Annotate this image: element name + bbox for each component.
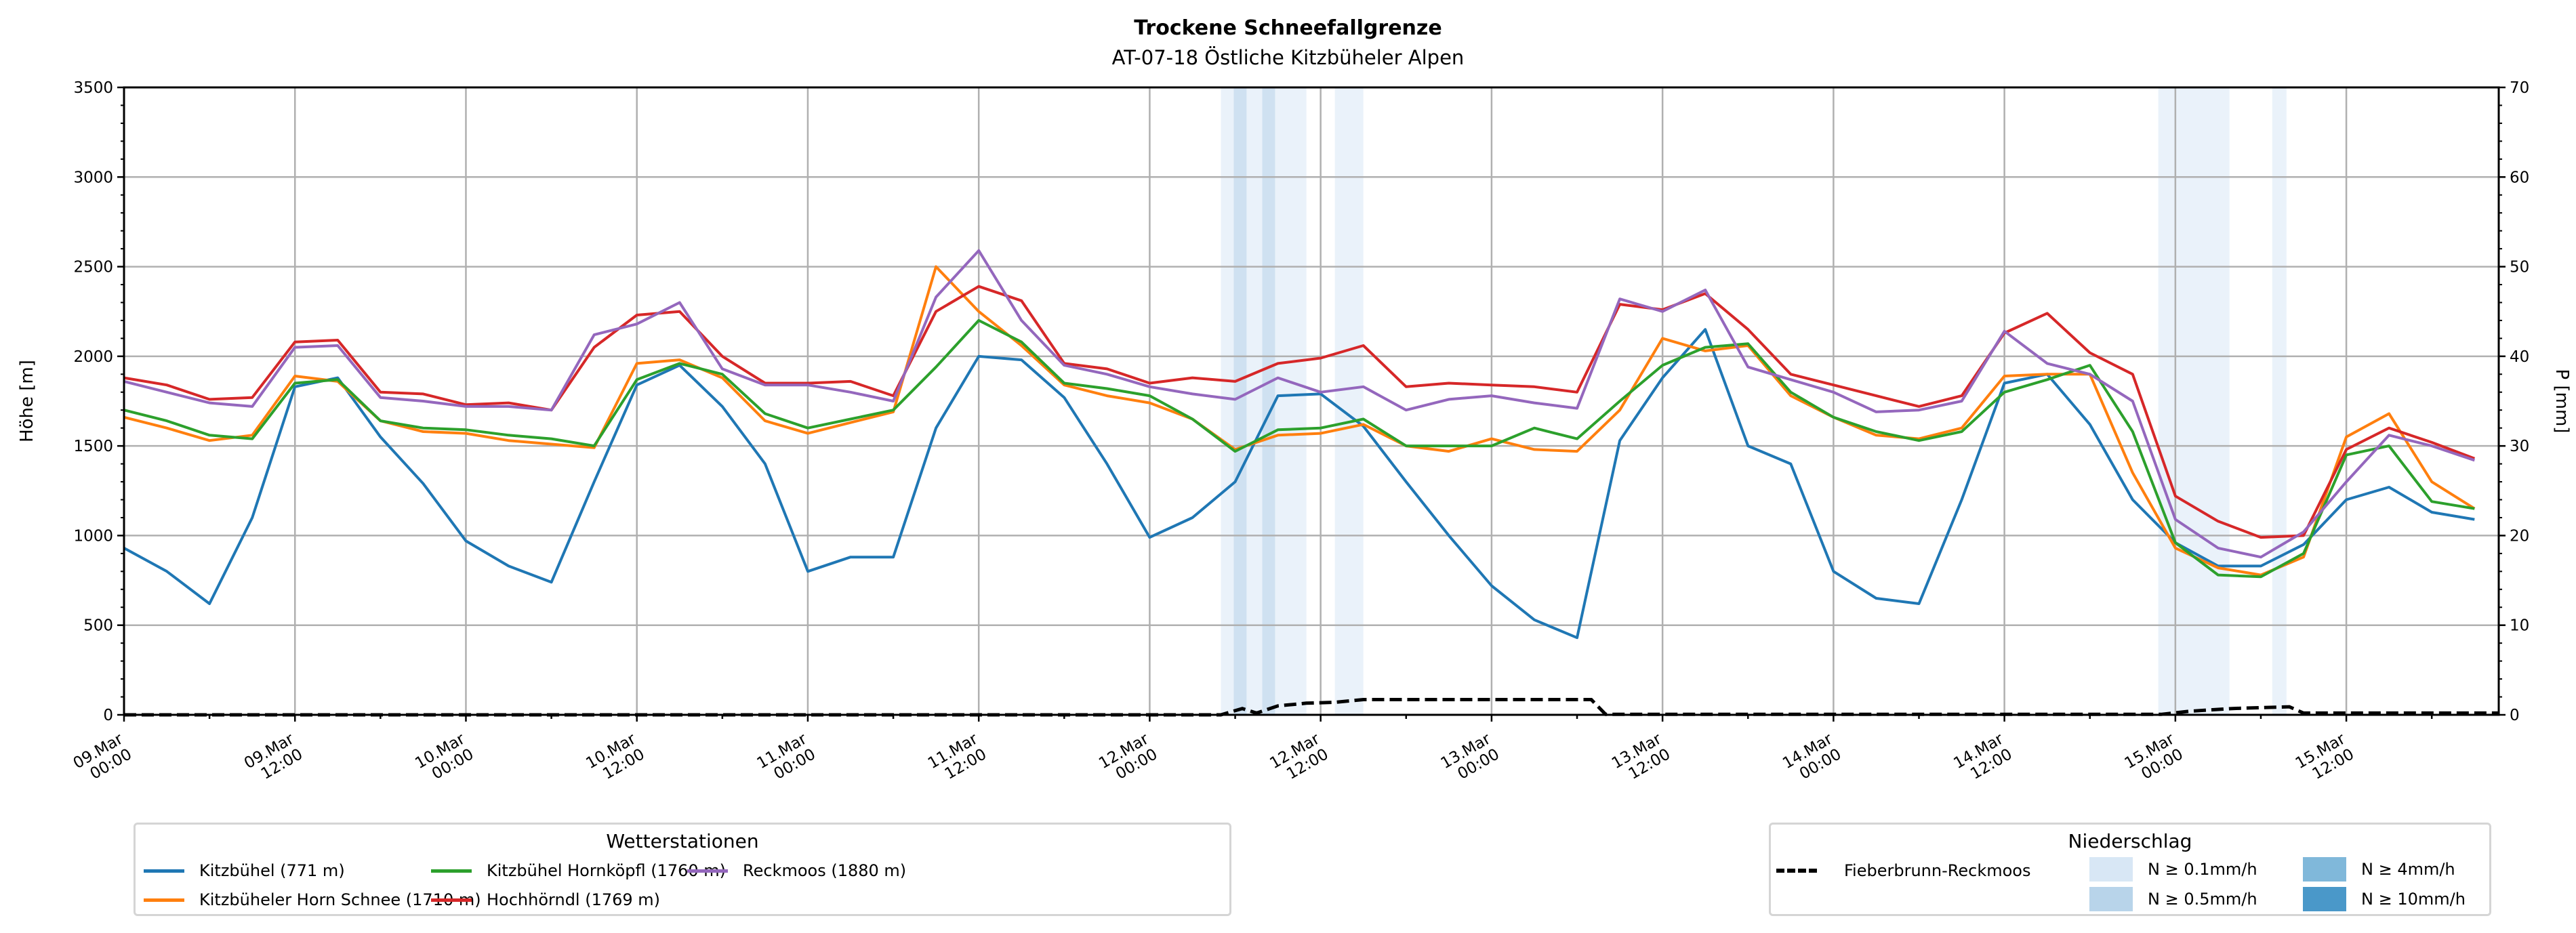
legend-swatch (687, 869, 728, 873)
precip-band (1334, 87, 1364, 715)
legend-label: N ≥ 10mm/h (2361, 890, 2466, 909)
x-tick-label: 11.Mar00:00 (754, 730, 819, 787)
legend-swatch (431, 869, 472, 873)
plot-frame (123, 86, 2500, 716)
y2-tick-label: 30 (2510, 438, 2529, 455)
legend-item-kitzbuehel: Kitzbühel (771 m) (144, 861, 345, 880)
precip-band (1233, 87, 1247, 715)
legend-swatch (144, 869, 184, 873)
legend-item-hornkoepfl: Kitzbühel Hornköpfl (1760 m) (431, 861, 726, 880)
legend-item-hochhoerndl: Hochhörndl (1769 m) (431, 890, 660, 909)
legend-label: Reckmoos (1880 m) (743, 861, 907, 880)
legend-dash-swatch (1776, 869, 1817, 873)
y2-tick-label: 50 (2510, 259, 2529, 276)
precip-legend: Niederschlag Fieberbrunn-Reckmoos N ≥ 0.… (1769, 823, 2491, 916)
legend-item-class-0: N ≥ 0.1mm/h (2089, 857, 2257, 882)
y-axis-label: Höhe [m] (17, 360, 37, 442)
y2-tick-label: 70 (2510, 79, 2529, 97)
y2-tick-label: 20 (2510, 527, 2529, 545)
legend-label: Kitzbühel Hornköpfl (1760 m) (487, 861, 727, 880)
series-line (123, 249, 2475, 559)
series-line (123, 285, 2476, 539)
x-tick-label: 09.Mar00:00 (70, 730, 136, 787)
legend-swatch (2303, 857, 2346, 882)
precip-band (1262, 87, 1275, 715)
precip-band (2272, 87, 2287, 715)
x-tick-label: 14.Mar00:00 (1780, 730, 1845, 787)
x-tick-label: 12.Mar12:00 (1267, 730, 1332, 787)
series-line (123, 318, 2475, 579)
legend-item-horn-schnee: Kitzbüheler Horn Schnee (1710 m) (144, 890, 481, 909)
legend-label: Hochhörndl (1769 m) (487, 890, 661, 909)
y-tick-label: 1500 (73, 438, 113, 455)
x-tick-label: 09.Mar12:00 (241, 730, 306, 787)
legend-label: N ≥ 0.5mm/h (2148, 890, 2257, 909)
legend-swatch (2089, 887, 2133, 911)
precip-band (2158, 87, 2230, 715)
x-tick-label: 10.Mar00:00 (412, 730, 477, 787)
x-tick-label: 15.Mar00:00 (2122, 730, 2187, 787)
legend-item-class-1: N ≥ 0.5mm/h (2089, 887, 2257, 911)
y-tick-label: 2500 (73, 259, 113, 276)
y-tick-label: 1000 (73, 527, 113, 545)
y-tick-label: 3500 (73, 79, 113, 97)
x-tick-label: 13.Mar12:00 (1609, 730, 1674, 787)
legend-item-class-3: N ≥ 10mm/h (2303, 887, 2466, 911)
legend-item-reckmoos: Reckmoos (1880 m) (687, 861, 906, 880)
x-tick-label: 13.Mar00:00 (1438, 730, 1503, 787)
chart-subtitle: AT-07-18 Östliche Kitzbüheler Alpen (1111, 46, 1465, 69)
legend-swatch (431, 898, 472, 902)
y2-tick-label: 60 (2510, 169, 2529, 186)
y2-tick-label: 40 (2510, 348, 2529, 366)
legend-label: N ≥ 0.1mm/h (2148, 860, 2257, 879)
y2-axis-label: P [mm] (2552, 369, 2572, 434)
y-tick-label: 500 (83, 617, 113, 635)
station-legend-title: Wetterstationen (606, 830, 759, 852)
legend-label: Kitzbühel (771 m) (199, 861, 345, 880)
y2-tick-label: 10 (2510, 617, 2529, 635)
y2-tick-label: 0 (2510, 707, 2520, 724)
series-line (123, 265, 2476, 577)
precip-line (124, 698, 2499, 717)
legend-swatch (2089, 857, 2133, 882)
station-legend: Wetterstationen Kitzbühel (771 m) Kitzbü… (134, 823, 1231, 916)
legend-swatch (2303, 887, 2346, 911)
precip-legend-title: Niederschlag (2068, 830, 2192, 852)
legend-item-class-2: N ≥ 4mm/h (2303, 857, 2455, 882)
legend-item-fieberbrunn: Fieberbrunn-Reckmoos (1776, 861, 2030, 880)
x-tick-label: 14.Mar12:00 (1950, 730, 2016, 787)
x-tick-label: 11.Mar12:00 (925, 730, 990, 787)
y-tick-label: 3000 (73, 169, 113, 186)
y-tick-label: 2000 (73, 348, 113, 366)
y-tick-label: 0 (103, 707, 113, 724)
chart-title: Trockene Schneefallgrenze (1134, 16, 1442, 40)
legend-label: Fieberbrunn-Reckmoos (1844, 861, 2031, 880)
x-tick-label: 10.Mar12:00 (583, 730, 648, 787)
legend-label: N ≥ 4mm/h (2361, 860, 2455, 879)
x-tick-label: 12.Mar00:00 (1096, 730, 1161, 787)
series-line (123, 328, 2475, 640)
legend-swatch (144, 898, 184, 902)
x-tick-label: 15.Mar12:00 (2293, 730, 2358, 787)
